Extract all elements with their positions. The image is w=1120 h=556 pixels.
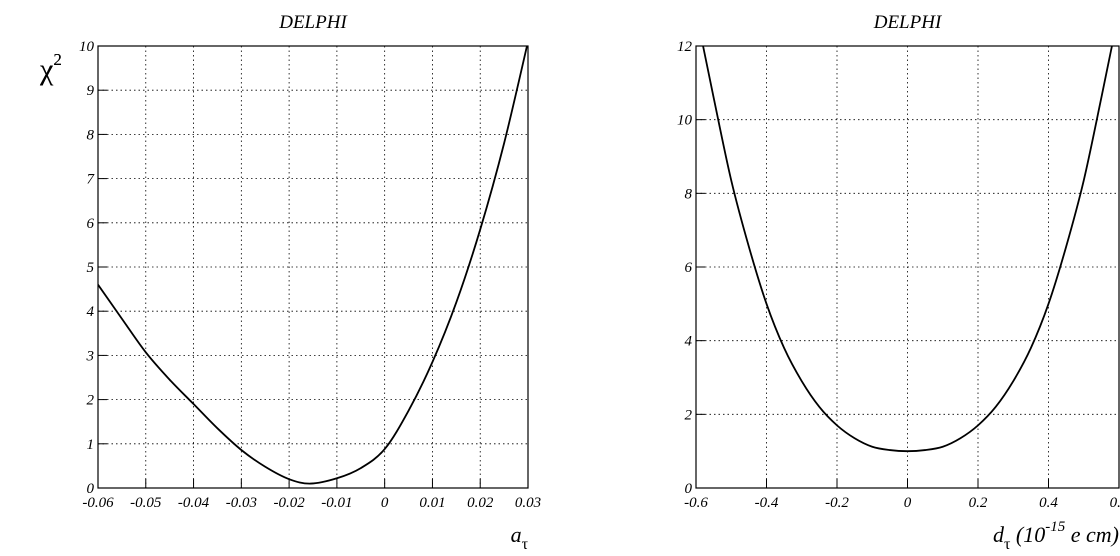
y-tick-label: 0 — [87, 481, 95, 497]
axis-ticks — [97, 45, 529, 489]
x-tick-label: -0.05 — [130, 495, 162, 511]
grid — [98, 46, 528, 488]
x-tick-label: 0.4 — [1039, 495, 1058, 511]
y-tick-label: 8 — [87, 127, 95, 143]
x-tick-label: 0.2 — [969, 495, 988, 511]
chart-title: DELPHI — [278, 12, 348, 33]
y-axis-label: χ2 — [39, 50, 62, 86]
x-tick-label: 0.02 — [467, 495, 494, 511]
y-tick-label: 4 — [87, 304, 95, 320]
y-tick-label: 10 — [79, 39, 95, 55]
y-tick-label: 10 — [677, 113, 693, 129]
x-tick-label: -0.6 — [684, 495, 708, 511]
y-tick-label: 6 — [685, 260, 693, 276]
chart-panel-1: -0.06 -0.05 -0.04 -0.03 -0.02 -0.01 0 0.01 0.02 0… — [39, 12, 541, 553]
x-tick-label: 0.01 — [419, 495, 445, 511]
y-tick-label: 9 — [87, 83, 95, 99]
x-tick-label: -0.03 — [226, 495, 257, 511]
x-tick-label: 0 — [904, 495, 912, 511]
y-tick-label: 4 — [685, 334, 693, 350]
y-tick-label: 5 — [87, 260, 95, 276]
y-tick-label: 7 — [87, 172, 96, 188]
x-tick-label: -0.06 — [82, 495, 114, 511]
y-axis-label: χ2 — [39, 50, 62, 86]
y-tick-label: 2 — [685, 407, 693, 423]
y-tick-label: 2 — [87, 393, 95, 409]
y-tick-label: 6 — [87, 216, 95, 232]
x-tick-label: -0.01 — [321, 495, 352, 511]
x-tick-label: -0.04 — [178, 495, 210, 511]
grid — [696, 46, 1119, 488]
chart-title: DELPHI — [873, 12, 943, 33]
x-tick-label: -0.2 — [825, 495, 849, 511]
x-tick-label: -0.02 — [273, 495, 305, 511]
y-tick-label: 12 — [677, 39, 693, 55]
x-axis-label: aτ — [511, 522, 529, 553]
x-tick-label: 0.6 — [1110, 495, 1120, 511]
x-tick-label: -0.4 — [755, 495, 779, 511]
y-tick-label: 8 — [685, 186, 693, 202]
x-tick-label: 0 — [381, 495, 389, 511]
chi2-curve-1 — [98, 46, 528, 485]
y-tick-label: 1 — [87, 437, 95, 453]
x-tick-label: 0.03 — [515, 495, 541, 511]
y-tick-label: 3 — [86, 348, 95, 364]
chart-panel-2: -0.6-0.4-0.200.20.40.6024681012DELPHIχ2d… — [39, 12, 1120, 553]
chi2-curve-1 — [702, 46, 1113, 453]
axis-ticks — [695, 45, 1120, 489]
x-axis-label: dτ (10-15 e cm) — [993, 519, 1119, 553]
y-tick-label: 0 — [685, 481, 693, 497]
